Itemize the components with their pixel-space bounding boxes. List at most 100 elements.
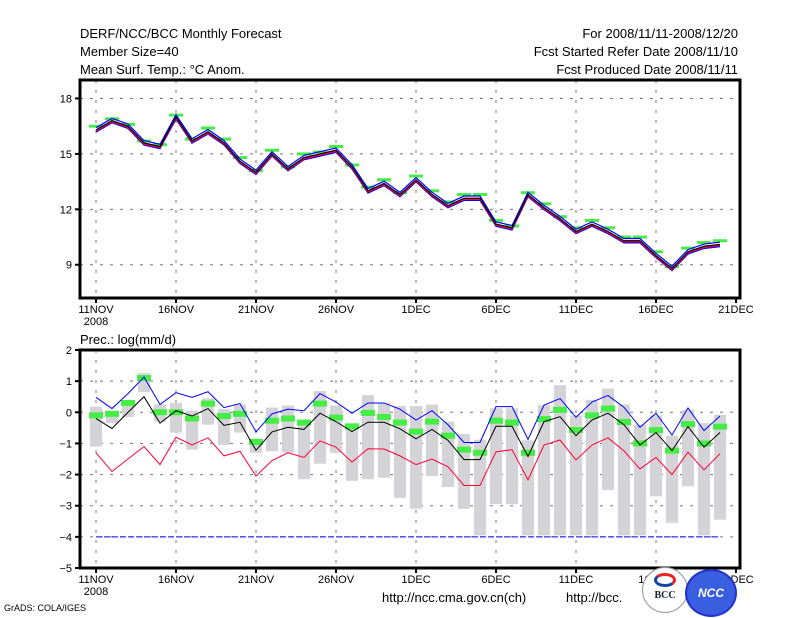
obs-marker <box>489 417 503 424</box>
obs-marker <box>521 449 535 456</box>
range-bar <box>410 406 422 509</box>
x-tick-label: 11NOV <box>78 304 114 316</box>
x-tick-label: 21NOV <box>238 574 275 586</box>
obs-marker <box>473 449 487 456</box>
range-bar <box>442 421 454 488</box>
grads-credit: GrADS: COLA/IGES <box>4 603 87 613</box>
obs-marker <box>89 412 103 419</box>
bcc-logo-text: BCC <box>654 590 676 601</box>
range-bar <box>106 412 118 424</box>
y-tick-label: −2 <box>59 470 72 482</box>
range-bar <box>170 402 182 433</box>
obs-marker <box>649 250 663 254</box>
temp-frame <box>78 78 742 300</box>
obs-marker <box>409 174 423 178</box>
range-bar <box>394 406 406 498</box>
range-bar <box>714 414 726 520</box>
obs-marker <box>153 409 167 416</box>
obs-marker <box>633 235 647 239</box>
x-tick-label: 16NOV <box>158 304 195 316</box>
range-bar <box>698 423 710 536</box>
obs-marker <box>537 416 551 423</box>
x-tick-label: 1DEC <box>401 574 430 586</box>
obs-marker <box>537 202 551 206</box>
obs-marker <box>585 412 599 419</box>
ncc-logo-text: NCC <box>698 586 724 600</box>
range-bar <box>618 404 630 536</box>
bcc-logo: BCC <box>642 567 688 613</box>
obs-marker <box>233 410 247 417</box>
x-tick-label: 1DEC <box>401 304 430 316</box>
produced-date: Fcst Produced Date 2008/11/11 <box>556 62 738 77</box>
obs-marker <box>633 440 647 447</box>
obs-marker <box>457 193 471 197</box>
obs-marker <box>425 418 439 425</box>
range-bar <box>554 385 566 536</box>
obs-marker <box>217 413 231 420</box>
header-right: For 2008/11/11-2008/12/20 Fcst Started Re… <box>534 25 738 79</box>
obs-marker <box>441 200 455 204</box>
range-bar <box>634 424 646 536</box>
obs-marker <box>377 413 391 420</box>
x-tick-label: 11DEC <box>559 304 594 316</box>
y-tick-label: −5 <box>59 563 72 575</box>
obs-marker <box>425 189 439 193</box>
obs-marker <box>297 419 311 426</box>
range-bar <box>586 399 598 536</box>
obs-marker <box>441 432 455 439</box>
range-bar <box>298 421 310 480</box>
x-tick-label: 11NOV <box>78 574 114 586</box>
obs-marker <box>265 148 279 152</box>
obs-marker <box>697 440 711 447</box>
obs-marker <box>713 423 727 430</box>
ncc-url[interactable]: http://ncc.cma.gov.cn(ch) <box>382 590 527 605</box>
y-tick-label: −1 <box>59 438 72 450</box>
obs-marker <box>265 417 279 424</box>
obs-marker <box>681 421 695 428</box>
precip-upper-line <box>95 376 721 443</box>
range-bar <box>522 440 534 536</box>
variable-label: Mean Surf. Temp.: °C Anom. <box>80 62 245 77</box>
obs-marker <box>585 218 599 222</box>
obs-marker <box>377 178 391 182</box>
obs-marker <box>249 438 263 445</box>
precip-lower-line <box>95 436 721 486</box>
obs-marker <box>697 241 711 245</box>
obs-marker <box>185 415 199 422</box>
range-bar <box>570 415 582 536</box>
range-bar <box>378 402 390 478</box>
y-tick-label: −3 <box>59 501 72 513</box>
y-tick-label: 1 <box>66 376 72 388</box>
header-left: DERF/NCC/BCC Monthly Forecast Member Size… <box>80 25 282 79</box>
obs-marker <box>473 193 487 197</box>
obs-marker <box>393 419 407 426</box>
x-tick-label: 21DEC <box>718 304 754 316</box>
obs-marker <box>313 400 327 407</box>
bcc-url[interactable]: http://bcc. <box>566 590 623 605</box>
range-bar <box>538 405 550 536</box>
range-bar <box>458 434 470 509</box>
x-tick-label: 6DEC <box>481 304 510 316</box>
obs-marker <box>649 427 663 434</box>
temp-mean-line <box>95 115 721 270</box>
range-bar <box>314 391 326 464</box>
y-tick-label: 15 <box>60 149 72 161</box>
obs-marker <box>297 152 311 156</box>
obs-marker <box>409 428 423 435</box>
range-bar <box>346 424 358 481</box>
precip-mean-line <box>95 395 721 461</box>
x-tick-label: 11DEC <box>559 574 594 586</box>
x-year-label: 2008 <box>84 586 108 598</box>
obs-marker <box>329 414 343 421</box>
x-year-label: 2008 <box>84 316 108 328</box>
obs-marker <box>617 235 631 239</box>
ncc-logo: NCC <box>685 569 737 617</box>
obs-marker <box>201 400 215 407</box>
obs-marker <box>505 419 519 426</box>
x-tick-label: 26NOV <box>318 574 355 586</box>
obs-marker <box>361 409 375 416</box>
range-bar <box>426 404 438 477</box>
obs-marker <box>121 399 135 406</box>
obs-marker <box>713 239 727 243</box>
